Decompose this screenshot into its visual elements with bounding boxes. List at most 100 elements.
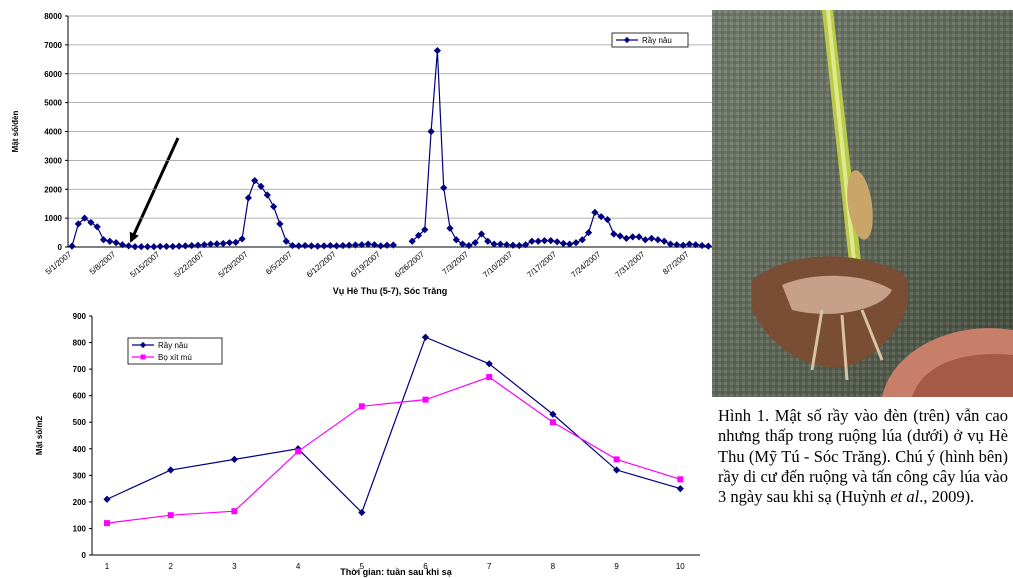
- point: [623, 235, 630, 242]
- y-tick-label: 700: [73, 365, 87, 374]
- point: [591, 209, 598, 216]
- x-tick-label: 1: [105, 562, 110, 571]
- point: [377, 242, 384, 249]
- x-tick-label: 5/29/2007: [217, 249, 250, 279]
- point: [226, 239, 233, 246]
- point: [270, 203, 277, 210]
- point: [302, 242, 309, 249]
- legend-marker: [141, 355, 146, 360]
- x-tick-label: 7/17/2007: [525, 249, 558, 279]
- legend-label: Bọ xít mù: [158, 353, 192, 362]
- point: [289, 242, 296, 249]
- point: [220, 240, 227, 247]
- point: [104, 520, 110, 526]
- legend-label: Rầy nâu: [642, 36, 672, 45]
- y-tick-label: 8000: [44, 12, 62, 21]
- point: [440, 184, 447, 191]
- point: [157, 243, 164, 250]
- x-tick-label: 5/1/2007: [44, 249, 74, 276]
- point: [327, 242, 334, 249]
- x-tick-label: 5/15/2007: [128, 249, 161, 279]
- y-tick-label: 500: [73, 418, 87, 427]
- x-tick-label: 9: [614, 562, 619, 571]
- point: [245, 194, 252, 201]
- point: [428, 128, 435, 135]
- point: [541, 237, 548, 244]
- point: [231, 508, 237, 514]
- x-axis-title: Thời gian: tuần sau khi sạ: [340, 567, 452, 577]
- x-tick-label: 7: [487, 562, 492, 571]
- point: [661, 238, 668, 245]
- y-axis-title: Mật số/m2: [35, 415, 44, 455]
- x-tick-label: 3: [232, 562, 237, 571]
- y-tick-label: 3000: [44, 156, 62, 165]
- point: [339, 242, 346, 249]
- line: [72, 51, 708, 247]
- point: [648, 235, 655, 242]
- point: [422, 334, 429, 341]
- point: [509, 242, 516, 249]
- point: [295, 242, 302, 249]
- point: [308, 242, 315, 249]
- point: [535, 238, 542, 245]
- x-tick-label: 6/5/2007: [264, 249, 294, 276]
- point: [188, 242, 195, 249]
- point: [168, 512, 174, 518]
- page: {"chart_data": [ {"type": "line", "ylabe…: [0, 0, 1013, 578]
- caption-italic: et al: [890, 487, 919, 506]
- y-tick-label: 5000: [44, 99, 62, 108]
- point: [614, 456, 620, 462]
- point: [194, 242, 201, 249]
- point: [106, 238, 113, 245]
- point: [100, 236, 107, 243]
- point: [314, 243, 321, 250]
- y-tick-label: 0: [58, 243, 63, 252]
- x-tick-label: 6/26/2007: [393, 249, 426, 279]
- point: [604, 216, 611, 223]
- point: [698, 242, 705, 249]
- x-tick-label: 10: [676, 562, 685, 571]
- point: [705, 243, 712, 250]
- point: [383, 242, 390, 249]
- point: [144, 243, 151, 250]
- point: [465, 242, 472, 249]
- point: [680, 242, 687, 249]
- x-tick-label: 8: [551, 562, 556, 571]
- point: [359, 403, 365, 409]
- point: [528, 238, 535, 245]
- point: [239, 235, 246, 242]
- point: [283, 238, 290, 245]
- y-tick-label: 100: [73, 524, 87, 533]
- point: [346, 242, 353, 249]
- x-tick-label: 7/3/2007: [441, 249, 471, 276]
- point: [486, 374, 492, 380]
- y-tick-label: 200: [73, 498, 87, 507]
- y-tick-label: 400: [73, 445, 87, 454]
- x-tick-label: 2: [168, 562, 173, 571]
- x-tick-label: 6/12/2007: [305, 249, 338, 279]
- point: [103, 496, 110, 503]
- point: [182, 242, 189, 249]
- x-tick-label: 7/31/2007: [614, 249, 647, 279]
- point: [295, 448, 301, 454]
- point: [677, 485, 684, 492]
- point: [617, 232, 624, 239]
- x-tick-label: 5/8/2007: [88, 249, 118, 276]
- point: [131, 243, 138, 250]
- point: [677, 476, 683, 482]
- y-tick-label: 600: [73, 392, 87, 401]
- point: [150, 243, 157, 250]
- caption-text: ., 2009).: [919, 487, 974, 506]
- point: [635, 233, 642, 240]
- y-tick-label: 6000: [44, 70, 62, 79]
- point: [423, 397, 429, 403]
- y-tick-label: 900: [73, 312, 87, 321]
- point: [547, 237, 554, 244]
- x-tick-label: 7/24/2007: [569, 249, 602, 279]
- point: [231, 456, 238, 463]
- y-tick-label: 0: [82, 551, 87, 560]
- point: [113, 239, 120, 246]
- y-tick-label: 4000: [44, 128, 62, 137]
- y-tick-label: 7000: [44, 41, 62, 50]
- point: [94, 223, 101, 230]
